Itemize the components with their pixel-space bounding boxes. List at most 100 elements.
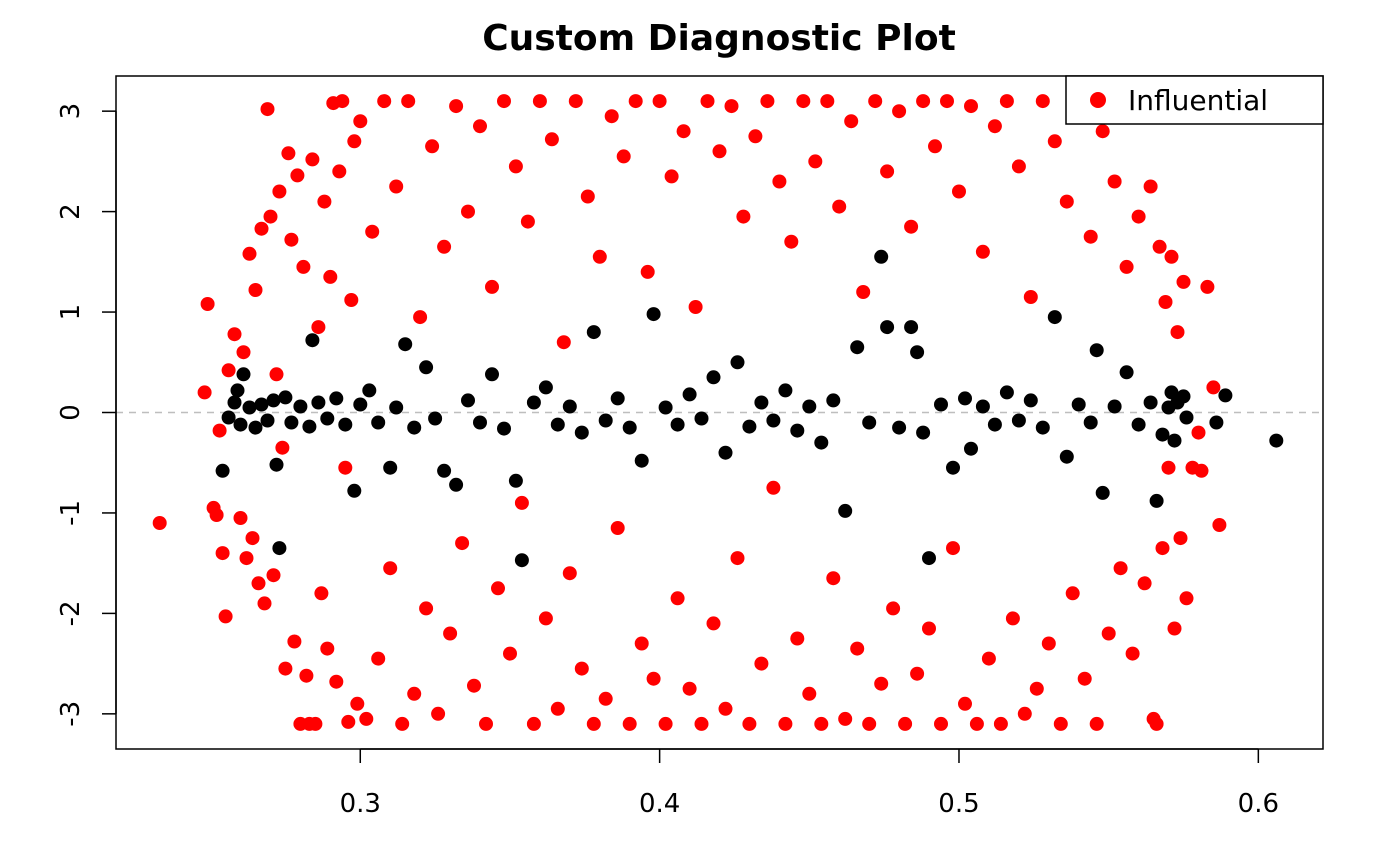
data-point xyxy=(1164,249,1179,264)
data-point xyxy=(272,541,287,556)
data-point xyxy=(1059,194,1074,209)
data-point xyxy=(377,94,392,109)
data-point xyxy=(682,681,697,696)
data-point xyxy=(880,320,895,335)
data-point xyxy=(969,716,984,731)
data-point xyxy=(278,390,293,405)
data-point xyxy=(1017,706,1032,721)
data-point xyxy=(347,134,362,149)
data-point xyxy=(152,516,167,530)
data-point xyxy=(1164,385,1179,400)
data-point xyxy=(1167,621,1182,636)
data-point xyxy=(407,686,422,701)
data-point xyxy=(1191,425,1206,440)
data-point xyxy=(503,646,517,661)
data-point xyxy=(1176,389,1191,404)
data-point xyxy=(1155,427,1170,442)
data-point xyxy=(248,420,263,435)
data-point xyxy=(1143,179,1158,194)
data-point xyxy=(1089,343,1104,358)
data-point xyxy=(395,716,410,731)
data-point xyxy=(248,283,263,297)
x-tick-label: 0.3 xyxy=(340,789,381,819)
series-influential xyxy=(152,94,1227,731)
data-point xyxy=(718,701,733,716)
data-point xyxy=(215,546,230,561)
data-point xyxy=(658,716,673,731)
data-point xyxy=(479,716,493,731)
data-point xyxy=(449,477,464,492)
data-point xyxy=(916,425,931,440)
data-point xyxy=(275,440,290,455)
data-point xyxy=(508,159,523,174)
data-point xyxy=(832,199,847,214)
data-point xyxy=(622,716,637,731)
data-point xyxy=(910,666,925,681)
data-point xyxy=(311,395,326,410)
data-point xyxy=(359,711,374,726)
data-point xyxy=(610,521,625,535)
data-point xyxy=(299,668,314,683)
data-point xyxy=(398,337,413,352)
data-point xyxy=(269,367,284,382)
data-point xyxy=(1173,531,1188,546)
data-point xyxy=(706,616,721,631)
data-point xyxy=(598,413,613,428)
data-point xyxy=(874,676,889,691)
data-point xyxy=(1194,463,1209,478)
data-point xyxy=(999,385,1014,400)
data-point xyxy=(1212,518,1227,532)
data-point xyxy=(287,634,302,649)
data-point xyxy=(790,631,805,646)
x-tick-label: 0.4 xyxy=(639,789,680,819)
data-point xyxy=(820,94,835,109)
data-point xyxy=(880,164,895,179)
data-point xyxy=(874,249,889,264)
data-point xyxy=(922,621,936,636)
data-point xyxy=(862,716,877,731)
data-point xyxy=(676,124,691,139)
data-point xyxy=(1059,449,1074,464)
data-point xyxy=(850,641,865,656)
data-point xyxy=(1089,716,1104,731)
data-point xyxy=(598,691,613,706)
data-point xyxy=(844,114,859,129)
data-point xyxy=(790,423,805,438)
data-point xyxy=(981,651,996,666)
data-point xyxy=(413,310,428,325)
data-point xyxy=(1149,493,1164,508)
data-point xyxy=(694,411,709,426)
data-point xyxy=(1179,591,1194,606)
data-point xyxy=(1131,417,1146,432)
data-point xyxy=(826,393,841,408)
data-point xyxy=(233,417,248,432)
y-tick-label: 1 xyxy=(56,304,86,321)
y-tick-label: -1 xyxy=(56,500,86,526)
data-point xyxy=(868,94,883,109)
data-point xyxy=(1143,395,1158,410)
data-point xyxy=(320,641,335,656)
data-point xyxy=(1095,124,1110,139)
data-point xyxy=(754,656,769,671)
data-point xyxy=(634,453,649,468)
data-point xyxy=(586,325,601,340)
data-point xyxy=(1023,393,1038,408)
data-point xyxy=(218,609,233,624)
data-point xyxy=(1131,209,1146,224)
data-point xyxy=(886,601,901,616)
data-point xyxy=(538,380,553,395)
data-point xyxy=(242,400,257,415)
legend: Influential xyxy=(1065,75,1324,125)
data-point xyxy=(975,244,990,259)
data-point xyxy=(1083,229,1098,244)
data-point xyxy=(212,423,227,438)
data-point xyxy=(236,367,251,382)
data-point xyxy=(1071,397,1086,412)
data-point xyxy=(1065,586,1080,601)
data-point xyxy=(284,232,299,247)
data-point xyxy=(670,591,685,606)
data-point xyxy=(1107,399,1122,414)
data-point xyxy=(407,420,422,435)
data-point xyxy=(646,307,661,322)
data-point xyxy=(987,417,1002,432)
